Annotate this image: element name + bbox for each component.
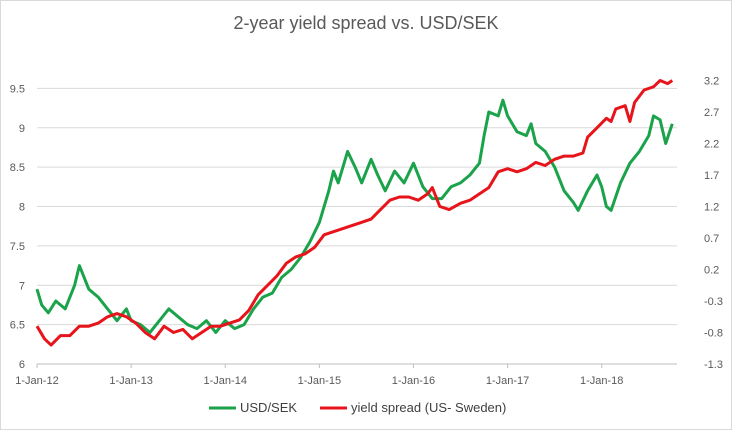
legend-label-usd-sek: USD/SEK	[240, 400, 297, 415]
right-tick-label: 1.2	[704, 202, 719, 214]
right-tick-label: -0.8	[704, 328, 723, 340]
right-tick-label: 0.2	[704, 265, 719, 277]
legend-label-yield-spread: yield spread (US- Sweden)	[351, 400, 506, 415]
right-axis-ticks: -1.3 -0.8 -0.3 0.2 0.7 1.2 1.7 2.2 2.7 3.2	[704, 76, 723, 372]
x-tick-label: 1-Jan-15	[298, 375, 341, 387]
left-tick-label: 9	[19, 123, 25, 135]
right-tick-label: 2.7	[704, 107, 719, 119]
x-tick-label: 1-Jan-13	[109, 375, 152, 387]
series-line-yield-spread	[35, 79, 674, 347]
x-axis-ticks: 1-Jan-12 1-Jan-13 1-Jan-14 1-Jan-15 1-Jan-16…	[15, 364, 623, 387]
x-tick-label: 1-Jan-12	[15, 375, 58, 387]
right-tick-label: -1.3	[704, 359, 723, 371]
left-tick-label: 7	[19, 280, 25, 292]
right-tick-label: 3.2	[704, 76, 719, 88]
x-tick-label: 1-Jan-16	[392, 375, 435, 387]
chart-title: 2-year yield spread vs. USD/SEK	[233, 13, 498, 33]
left-axis-ticks: 6 6.5 7 7.5 8 8.5 9 9.5	[10, 83, 25, 371]
right-tick-label: 0.7	[704, 233, 719, 245]
right-tick-label: 2.2	[704, 139, 719, 151]
legend: USD/SEK yield spread (US- Sweden)	[209, 400, 506, 415]
series-lines	[35, 79, 674, 347]
left-tick-label: 8	[19, 202, 25, 214]
left-tick-label: 8.5	[10, 162, 25, 174]
left-tick-label: 6.5	[10, 320, 25, 332]
gridlines	[37, 87, 677, 365]
x-tick-label: 1-Jan-18	[580, 375, 623, 387]
left-tick-label: 9.5	[10, 83, 25, 95]
right-tick-label: -0.3	[704, 296, 723, 308]
left-tick-label: 6	[19, 359, 25, 371]
x-tick-label: 1-Jan-17	[486, 375, 529, 387]
right-tick-label: 1.7	[704, 170, 719, 182]
left-tick-label: 7.5	[10, 241, 25, 253]
x-tick-label: 1-Jan-14	[204, 375, 247, 387]
series-line-usd-sek	[35, 98, 674, 334]
